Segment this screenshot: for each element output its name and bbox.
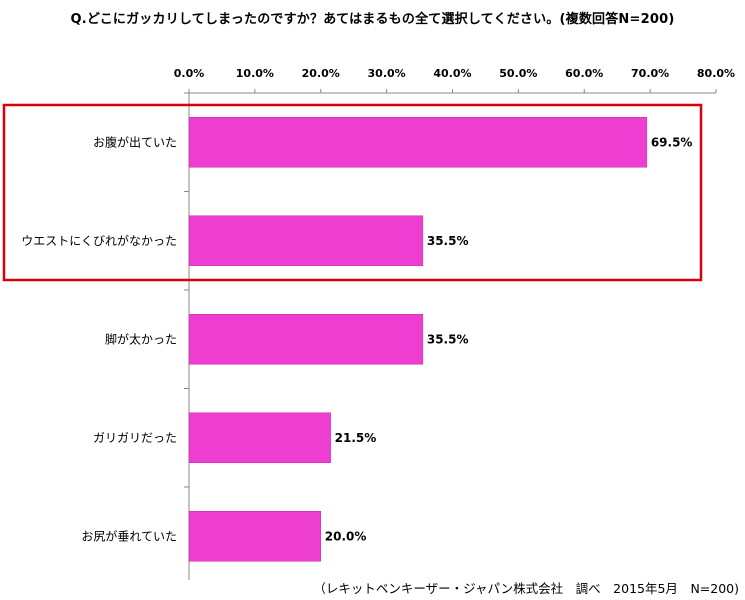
data-label: 20.0%: [325, 529, 367, 543]
x-tick-label: 0.0%: [174, 67, 205, 80]
category-label: お腹が出ていた: [93, 134, 177, 149]
bar-layer: [188, 117, 648, 562]
data-label: 69.5%: [651, 135, 693, 149]
data-label: 35.5%: [427, 332, 469, 346]
label-layer: お腹が出ていた 69.5% ウエストにくびれがなかった 35.5% 脚が太かった 35.5…: [21, 134, 692, 543]
data-label: 21.5%: [335, 431, 377, 445]
category-label: お尻が垂れていた: [81, 528, 177, 543]
bar: [188, 511, 321, 562]
x-tick-label: 80.0%: [697, 67, 735, 80]
bar: [188, 412, 331, 463]
category-label: 脚が太かった: [105, 331, 177, 346]
axis-layer: 0.0% 10.0% 20.0% 30.0% 40.0% 50.0% 60.0% 70.0% 8…: [174, 67, 735, 580]
x-tick-label: 30.0%: [368, 67, 406, 80]
bar: [188, 314, 424, 365]
x-tick-label: 70.0%: [631, 67, 669, 80]
highlight-layer: [2, 103, 703, 282]
bar: [188, 117, 648, 168]
x-tick-label: 20.0%: [302, 67, 340, 80]
x-tick-label: 40.0%: [433, 67, 471, 80]
bar: [188, 215, 424, 266]
x-tick-label: 50.0%: [499, 67, 537, 80]
chart-title: Q.どこにガッカリしてしまったのですか？あてはまるもの全て選択してください。(複…: [70, 12, 675, 27]
data-label: 35.5%: [427, 234, 469, 248]
x-tick-label: 60.0%: [565, 67, 603, 80]
category-label: ガリガリだった: [93, 431, 177, 445]
highlight-box: [2, 103, 703, 282]
category-label: ウエストにくびれがなかった: [21, 233, 177, 248]
x-tick-label: 10.0%: [236, 67, 274, 80]
source-note: （レキットベンキーザー・ジャパン株式会社 調べ 2015年5月 N=200): [313, 581, 739, 596]
